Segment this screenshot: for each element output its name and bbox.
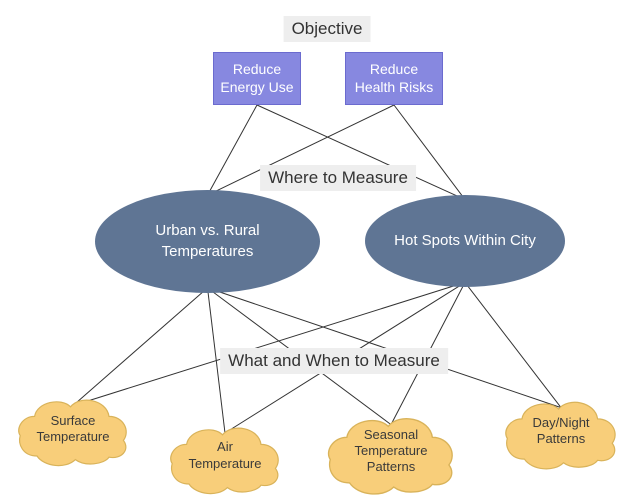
diagram-stage: Objective Where to Measure What and When… xyxy=(0,0,640,501)
node-label: SeasonalTemperaturePatterns xyxy=(355,427,428,476)
node-reduce-energy: ReduceEnergy Use xyxy=(213,52,301,105)
node-label: Day/NightPatterns xyxy=(532,415,589,448)
section-label-text: Where to Measure xyxy=(268,168,408,187)
section-label-text: Objective xyxy=(292,19,363,38)
node-label: Hot Spots Within City xyxy=(394,231,536,251)
node-surface-temp: SurfaceTemperature xyxy=(13,390,133,468)
section-label-what: What and When to Measure xyxy=(220,348,448,374)
node-seasonal: SeasonalTemperaturePatterns xyxy=(322,407,460,495)
section-label-objective: Objective xyxy=(284,16,371,42)
node-label: ReduceHealth Risks xyxy=(355,61,434,96)
node-label: ReduceEnergy Use xyxy=(220,61,293,96)
section-label-text: What and When to Measure xyxy=(228,351,440,370)
node-urban-rural: Urban vs. RuralTemperatures xyxy=(95,190,320,293)
node-label: Urban vs. RuralTemperatures xyxy=(155,221,259,262)
section-label-where: Where to Measure xyxy=(260,165,416,191)
node-reduce-health: ReduceHealth Risks xyxy=(345,52,443,105)
node-label: SurfaceTemperature xyxy=(37,413,110,446)
node-label: AirTemperature xyxy=(189,439,262,472)
node-day-night: Day/NightPatterns xyxy=(500,392,622,470)
node-air-temp: AirTemperature xyxy=(165,418,285,493)
node-hot-spots: Hot Spots Within City xyxy=(365,195,565,287)
